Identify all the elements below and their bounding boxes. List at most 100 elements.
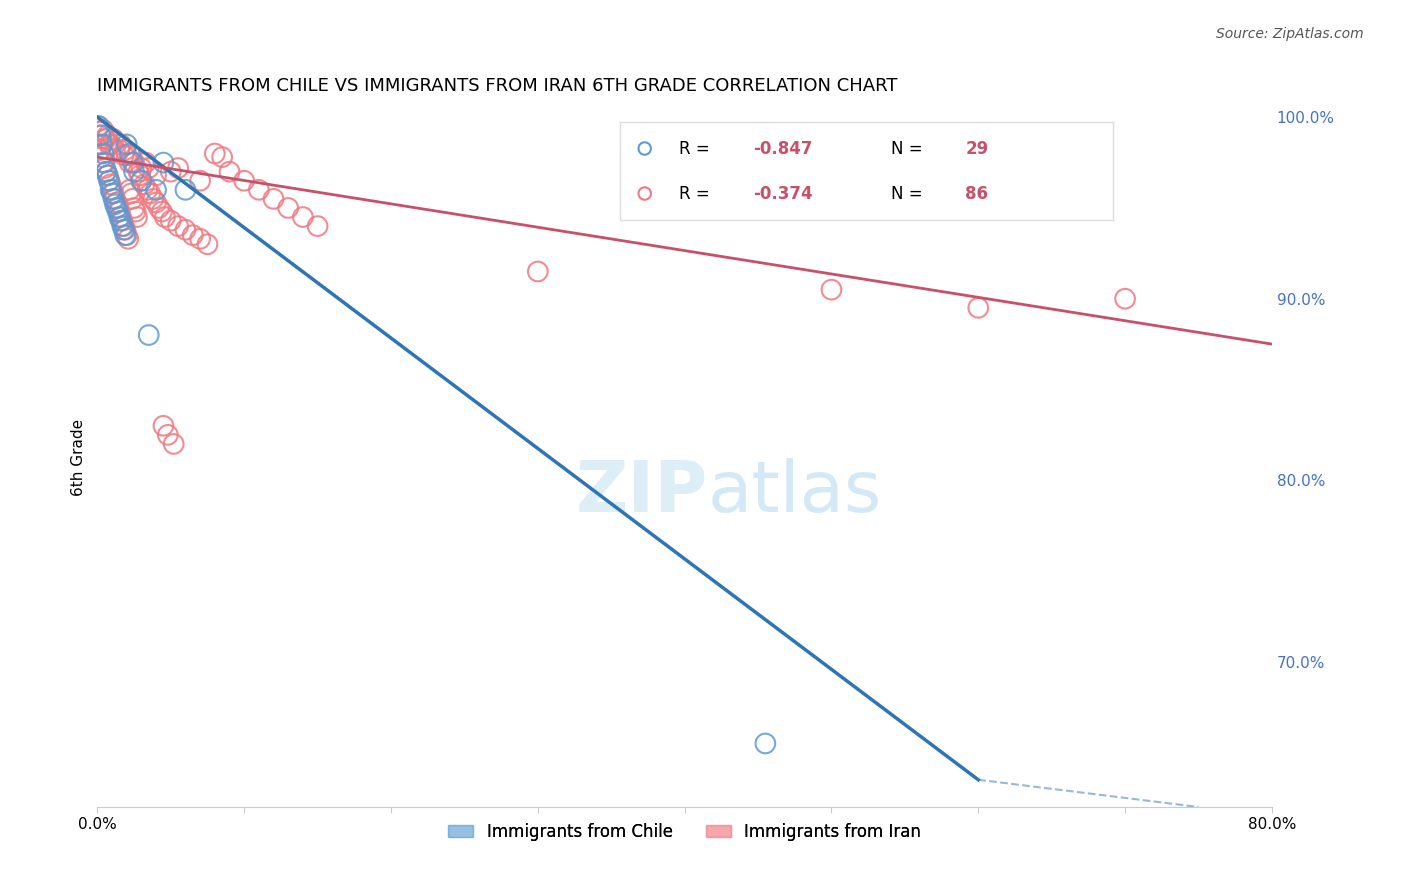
Point [174,223,197,237]
Point [124,204,146,219]
Point [108,204,131,219]
Point [93,161,115,175]
Point [125,210,148,224]
Point [204,146,226,161]
Point [91,146,114,161]
Point [97,168,120,182]
Point [105,195,128,210]
Point [90,150,112,164]
Point [91,123,114,137]
Point [188,174,211,188]
Point [122,164,145,178]
Point [188,232,211,246]
Point [96,132,118,146]
Point [89,128,111,143]
Point [100,137,122,152]
Point [114,143,136,157]
Point [291,210,314,224]
Point [117,232,139,246]
Point [98,174,121,188]
Point [150,204,173,219]
Point [153,210,176,224]
Point [120,186,142,201]
Point [145,183,167,197]
Point [105,201,128,215]
Text: atlas: atlas [709,458,883,527]
Point [138,161,160,175]
Point [111,213,134,227]
Point [118,183,141,197]
Point [307,219,329,233]
Point [112,219,135,233]
Point [263,192,285,206]
Point [90,128,112,143]
Point [93,155,115,169]
Point [89,143,111,157]
Point [104,197,127,211]
Point [181,228,204,243]
Point [127,164,149,178]
Point [115,228,138,243]
Text: IMMIGRANTS FROM CHILE VS IMMIGRANTS FROM IRAN 6TH GRADE CORRELATION CHART: IMMIGRANTS FROM CHILE VS IMMIGRANTS FROM… [97,78,898,95]
Point [233,174,256,188]
Point [89,125,111,139]
Point [152,155,174,169]
Legend: Immigrants from Chile, Immigrants from Iran: Immigrants from Chile, Immigrants from I… [441,816,928,847]
Point [211,150,233,164]
Point [131,174,153,188]
Point [114,223,136,237]
Point [136,183,159,197]
Point [101,186,124,201]
Point [104,143,127,157]
Point [122,201,145,215]
Point [167,161,190,175]
Point [152,418,174,433]
Point [163,437,186,451]
Point [87,120,110,134]
Point [87,120,110,134]
Point [167,219,190,233]
Point [103,186,125,201]
Point [122,155,145,169]
Point [115,148,138,162]
Point [103,132,125,146]
Point [112,148,135,162]
Point [174,183,197,197]
Point [110,213,132,227]
Point [148,201,170,215]
Point [107,201,129,215]
Point [110,137,132,152]
Point [121,155,143,169]
Point [754,736,776,750]
Point [103,192,125,206]
Point [820,283,842,297]
Point [111,219,134,233]
Point [97,128,120,143]
Text: Source: ZipAtlas.com: Source: ZipAtlas.com [1216,27,1364,41]
Point [100,183,122,197]
Point [118,155,141,169]
Point [121,192,143,206]
Point [159,164,181,178]
Point [96,164,118,178]
Y-axis label: 6th Grade: 6th Grade [72,419,86,496]
Point [277,201,299,215]
Point [108,210,131,224]
Point [1114,292,1136,306]
Point [100,178,122,192]
Text: ZIP: ZIP [576,458,709,527]
Point [156,428,179,442]
Point [93,132,115,146]
Point [145,168,167,182]
Point [527,264,550,278]
Point [101,183,124,197]
Point [142,192,165,206]
Point [104,192,127,206]
Point [97,168,120,182]
Point [112,223,135,237]
Point [218,164,240,178]
Point [120,148,142,162]
Point [131,161,153,175]
Point [131,174,153,188]
Point [115,137,138,152]
